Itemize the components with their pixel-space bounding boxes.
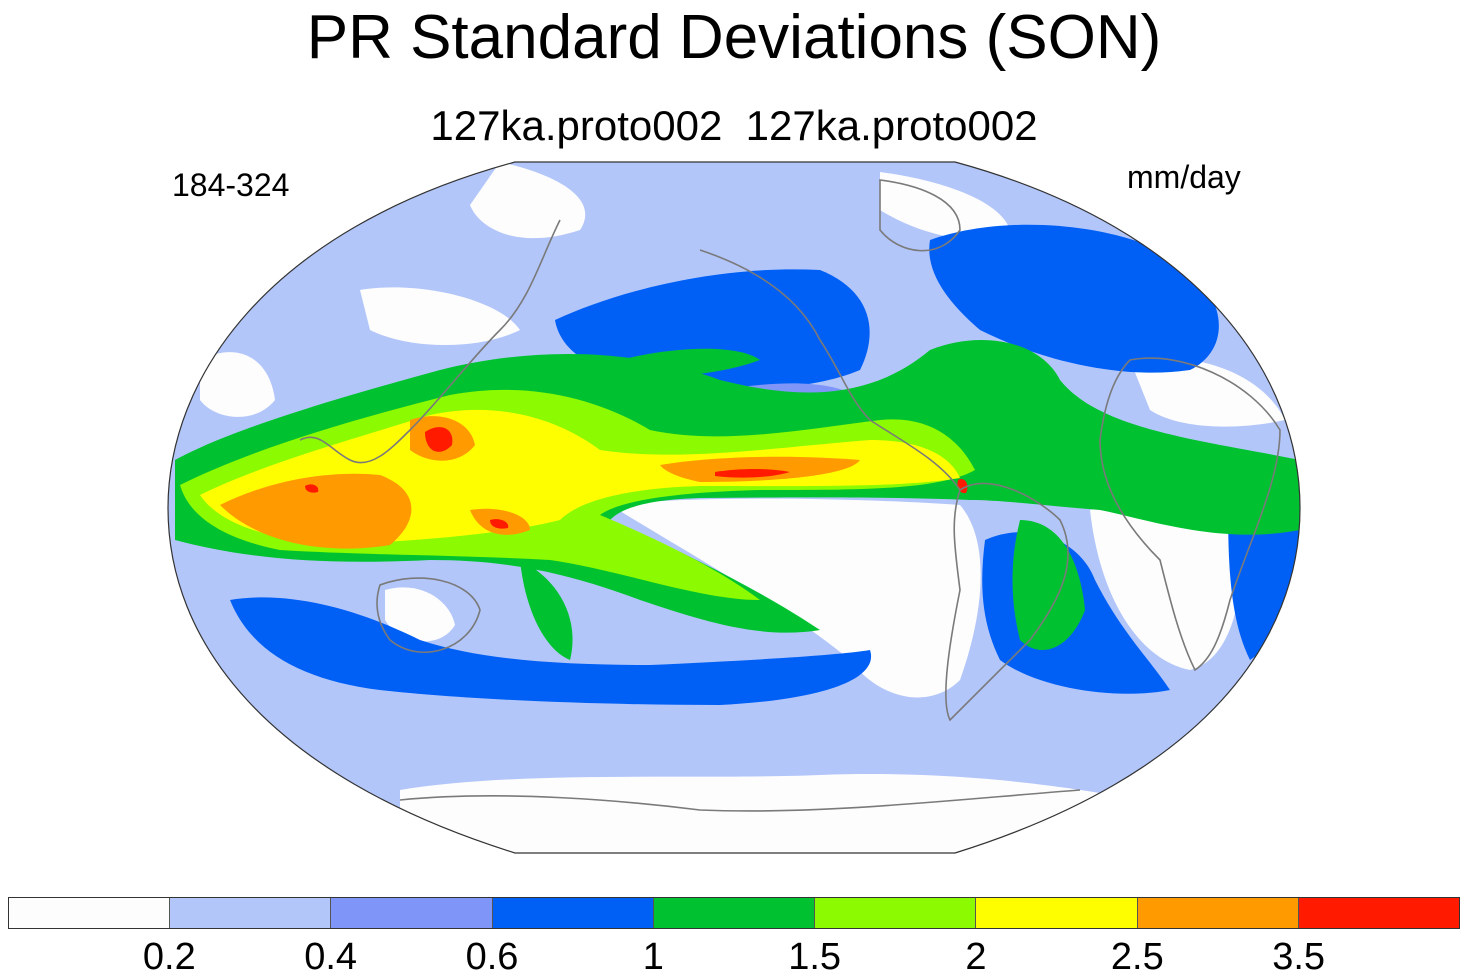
colorbar-tick-label: 2 — [965, 936, 987, 978]
antarctic-dry — [400, 774, 1140, 853]
arctic-dry — [470, 162, 586, 239]
colorbar-tick-label: 3.5 — [1272, 936, 1326, 978]
bay-of-bengal-red — [305, 484, 319, 493]
warm-pool-orange — [220, 473, 412, 549]
central-pacific-red — [715, 469, 790, 478]
africa-coastline — [1099, 357, 1281, 672]
year-range-label: 184-324 — [172, 167, 290, 203]
north-africa-west-dry — [200, 352, 275, 417]
atlantic-green — [1012, 520, 1085, 650]
south-america-coastline — [945, 482, 1069, 722]
arctic-dry-2 — [880, 172, 1010, 240]
colorbar — [8, 897, 1460, 929]
units-label: mm/day — [1127, 159, 1241, 195]
west-pacific-green — [520, 560, 573, 660]
southern-ocean-blue — [230, 597, 872, 705]
africa-green — [1200, 467, 1275, 533]
colorbar-tick-label: 0.4 — [304, 936, 358, 978]
north-atlantic-blue — [929, 224, 1219, 373]
coastlines — [299, 179, 1281, 812]
sahara-dry — [1130, 357, 1285, 427]
colorbar-box — [653, 898, 816, 928]
colorbar-box — [170, 898, 332, 928]
australia-dry — [385, 587, 455, 642]
colorbar-tick-label: 2.5 — [1110, 936, 1164, 978]
colorbar-box — [815, 898, 977, 928]
antarctica-coastline — [399, 789, 1081, 812]
greenland-coastline — [879, 179, 961, 252]
colorbar-tick-label: 0.2 — [142, 936, 196, 978]
australia-coastline — [376, 577, 481, 654]
colorbar-box — [9, 898, 171, 928]
colorbar-tick-label: 0.6 — [465, 936, 519, 978]
colorbar-tick-label: 1.5 — [788, 936, 842, 978]
precip-field — [168, 162, 1300, 853]
colorbar-tick-label: 1 — [642, 936, 664, 978]
central-asia-dry — [360, 287, 520, 345]
globe-outline — [167, 161, 1301, 854]
north-pacific-green — [620, 348, 760, 377]
colorbar-box — [331, 898, 493, 928]
south-atlantic-dry — [1090, 500, 1241, 670]
colorbar-box — [492, 898, 654, 928]
plot-title: PR Standard Deviations (SON) — [306, 3, 1162, 72]
wp-red — [490, 519, 509, 529]
scs-red — [425, 427, 453, 452]
colorbar-box — [1137, 898, 1299, 928]
colorbar-box — [976, 898, 1138, 928]
north-america-coastline — [699, 249, 961, 491]
colorbar-box — [1298, 898, 1459, 928]
asia-coastline — [299, 219, 561, 464]
south-east-pacific-dry — [610, 498, 981, 698]
plot-subtitle: 127ka.proto002 127ka.proto002 — [430, 102, 1038, 149]
